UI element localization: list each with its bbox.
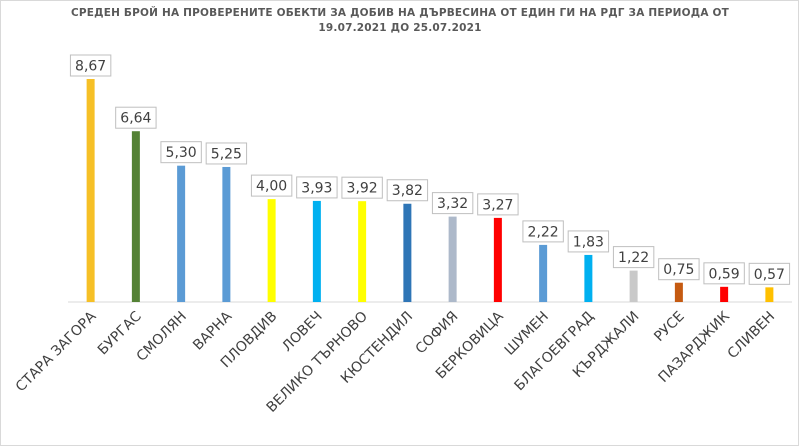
- data-label: 2,22: [528, 224, 559, 240]
- data-label: 0,57: [754, 267, 785, 283]
- data-label-box: [296, 176, 338, 199]
- data-label-box: [115, 106, 157, 129]
- data-label-box: [567, 230, 610, 253]
- data-label: 4,00: [256, 179, 287, 195]
- data-label: 1,22: [618, 250, 649, 266]
- bar: [629, 270, 638, 302]
- data-label-box: [341, 176, 383, 199]
- chart-subtitle: 19.07.2021 ДО 25.07.2021: [318, 22, 482, 34]
- data-label: 6,64: [120, 111, 151, 127]
- bar: [765, 287, 774, 302]
- bar: [493, 217, 502, 302]
- data-label: 0,75: [663, 262, 694, 278]
- category-label: РУСЕ: [651, 309, 687, 345]
- chart-title: СРЕДЕН БРОЙ НА ПРОВЕРЕНИТЕ ОБЕКТИ ЗА ДОБ…: [70, 7, 729, 19]
- data-label: 3,27: [482, 197, 513, 213]
- bar: [674, 282, 683, 302]
- bar: [539, 244, 548, 302]
- data-label: 0,59: [709, 266, 740, 282]
- bar: [267, 199, 276, 302]
- bar: [177, 165, 186, 302]
- category-label: ВАРНА: [190, 308, 235, 353]
- category-label: СТАРА ЗАГОРА: [13, 308, 100, 395]
- data-label-box: [477, 193, 519, 216]
- data-label-box: [386, 179, 429, 202]
- bar: [403, 203, 412, 302]
- bar: [312, 200, 321, 302]
- data-label-box: [205, 142, 248, 165]
- data-label-box: [748, 262, 791, 285]
- data-label: 8,67: [75, 59, 106, 75]
- bar: [358, 201, 367, 302]
- data-label-box: [431, 192, 474, 215]
- data-label: 3,82: [392, 183, 423, 199]
- bar: [222, 166, 231, 302]
- category-label: БЛАГОЕВГРАД: [511, 308, 597, 394]
- data-label-box: [250, 174, 293, 197]
- data-label: 3,93: [301, 180, 332, 196]
- category-label: ЛОВЕЧ: [279, 309, 325, 355]
- bar: [448, 216, 457, 302]
- data-label: 3,92: [347, 181, 378, 197]
- data-label: 1,83: [573, 234, 604, 250]
- data-label-box: [160, 141, 202, 164]
- bar: [720, 286, 729, 302]
- data-label: 5,30: [166, 145, 197, 161]
- data-label-box: [69, 54, 112, 77]
- data-label-box: [522, 220, 564, 243]
- data-label: 5,25: [211, 146, 242, 162]
- bar: [86, 79, 95, 302]
- category-label: СМОЛЯН: [134, 309, 190, 365]
- data-label-box: [612, 246, 655, 269]
- data-label-box: [703, 262, 745, 285]
- bar: [584, 254, 593, 302]
- category-label: СЛИВЕН: [725, 309, 779, 363]
- data-label-box: [658, 258, 700, 281]
- data-label: 3,32: [437, 196, 468, 212]
- bar: [131, 131, 140, 302]
